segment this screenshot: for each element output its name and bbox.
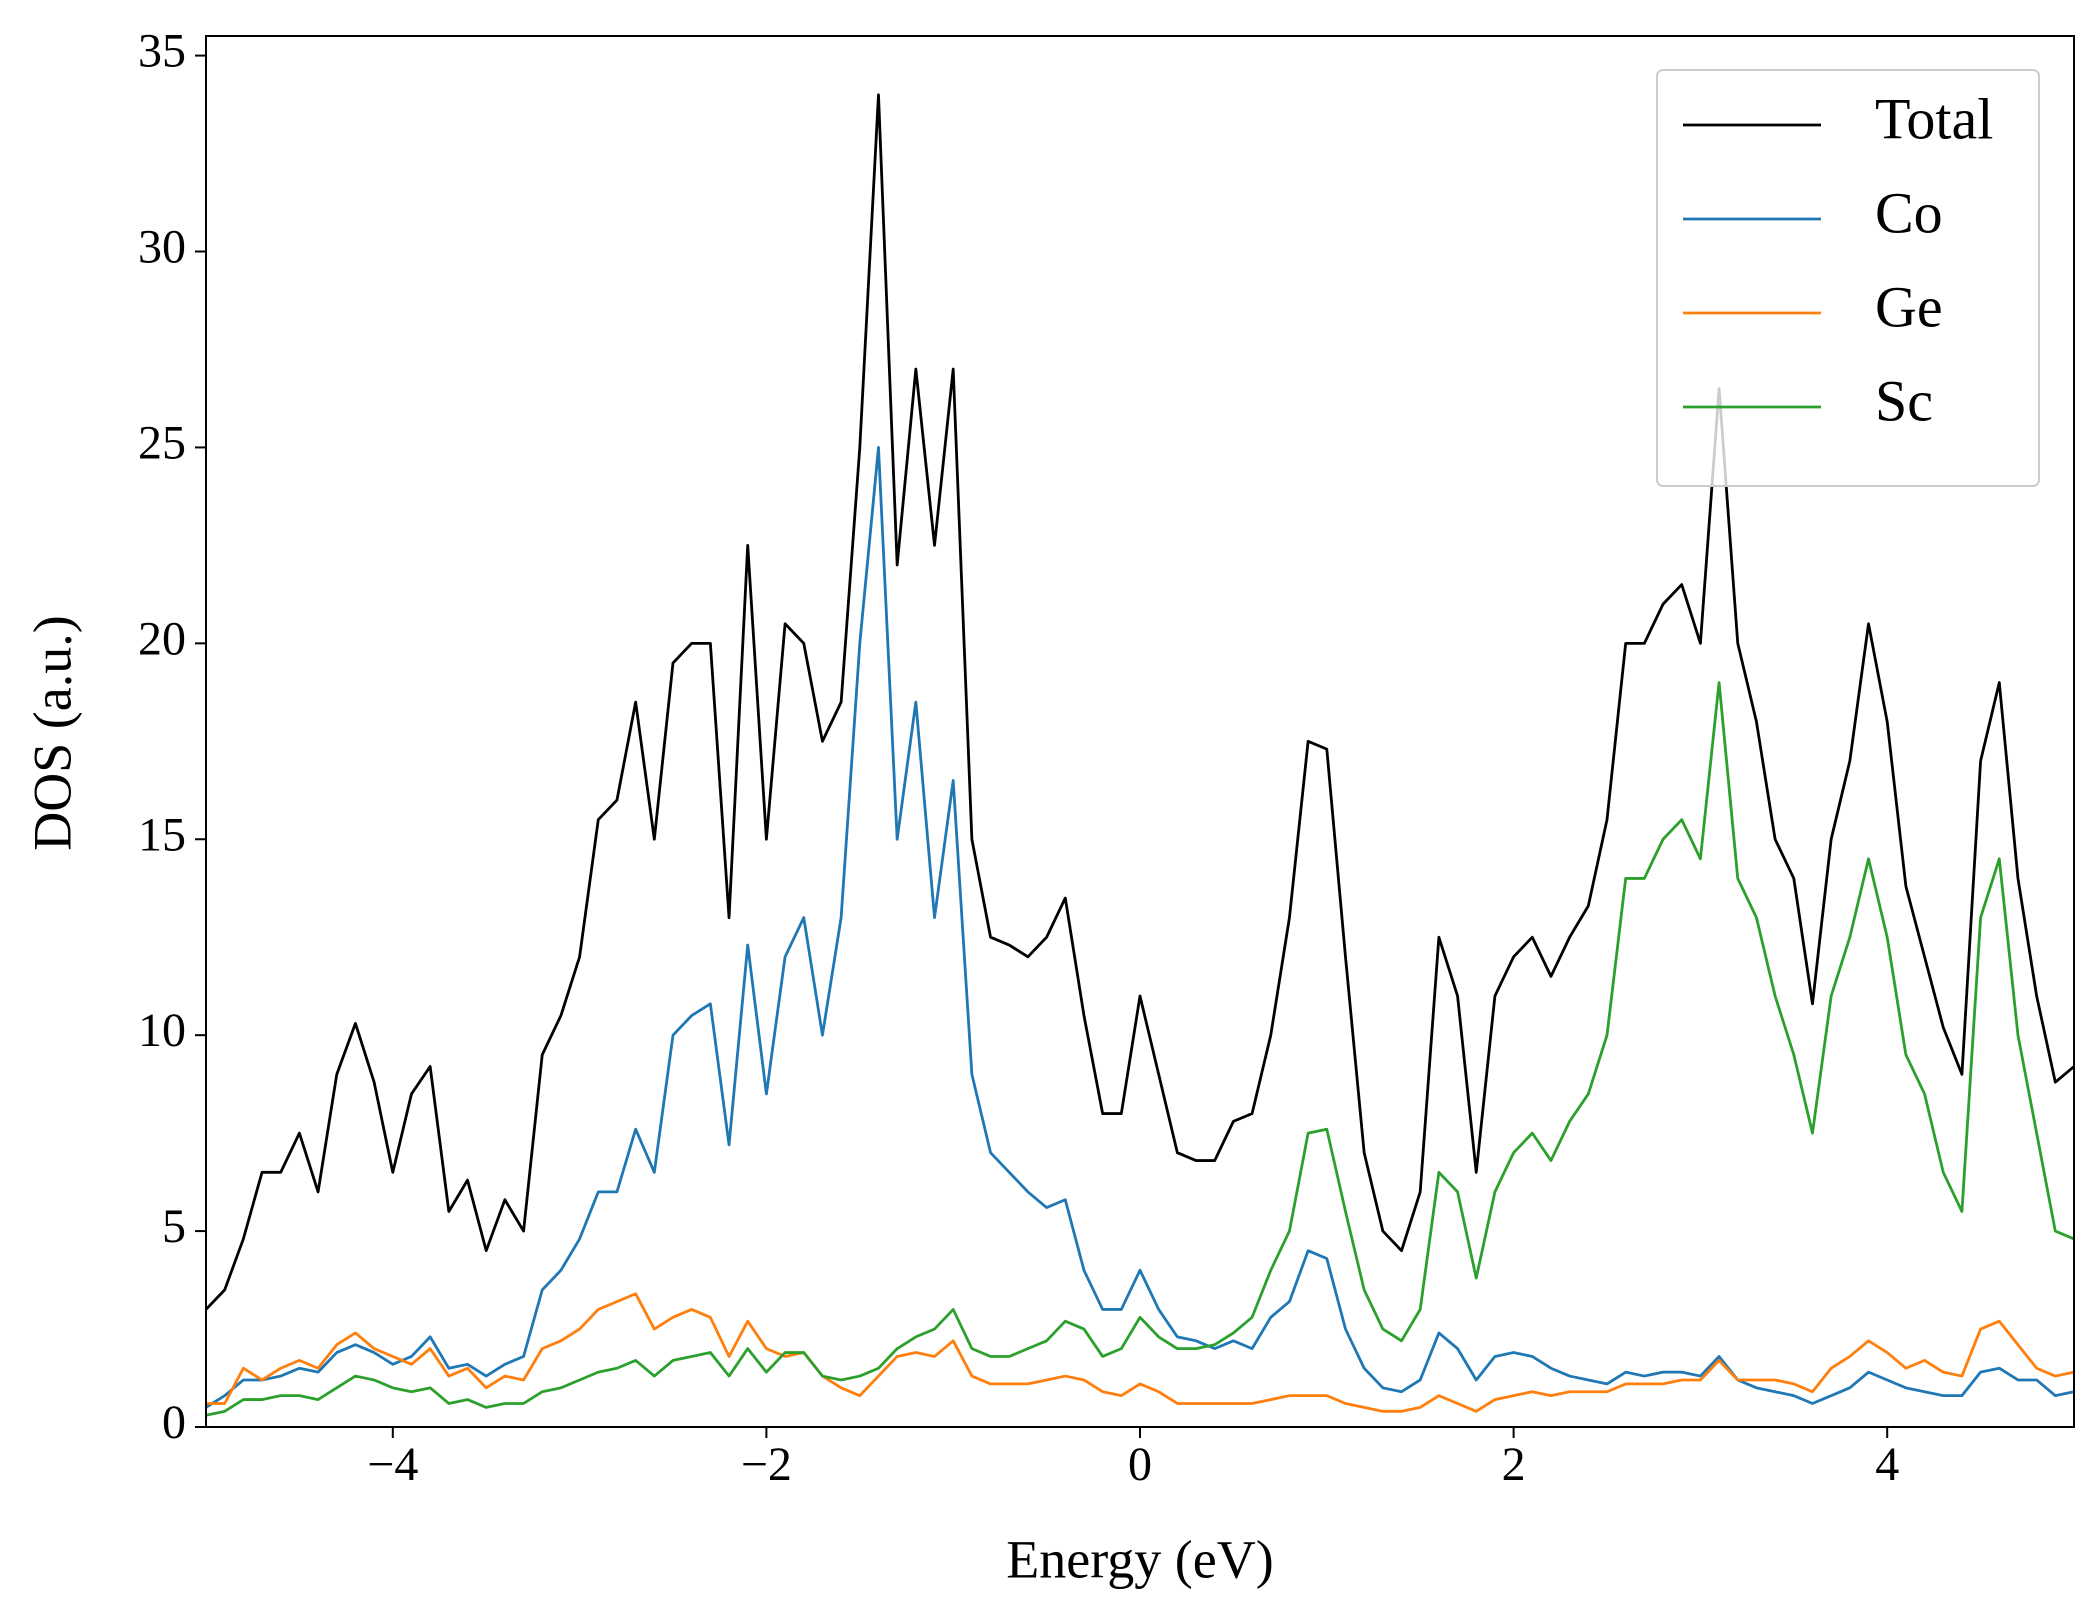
- x-tick-label: −2: [741, 1438, 792, 1491]
- y-tick-label: 35: [138, 25, 186, 78]
- y-tick-label: 20: [138, 612, 186, 665]
- y-tick-label: 15: [138, 808, 186, 861]
- x-tick-label: 2: [1502, 1438, 1526, 1491]
- legend-label: Sc: [1875, 368, 1933, 433]
- series-line: [206, 681, 2074, 1417]
- x-axis-label: Energy (eV): [1006, 1529, 1273, 1589]
- y-tick-label: 0: [162, 1396, 186, 1449]
- x-tick-label: 4: [1875, 1438, 1899, 1491]
- legend-label: Total: [1875, 86, 1993, 151]
- legend-label: Co: [1875, 180, 1943, 245]
- series-line: [206, 93, 2074, 1311]
- legend-label: Ge: [1875, 274, 1943, 339]
- series-line: [206, 1292, 2074, 1413]
- y-tick-label: 25: [138, 416, 186, 469]
- y-tick-label: 10: [138, 1004, 186, 1057]
- y-tick-label: 5: [162, 1200, 186, 1253]
- y-tick-label: 30: [138, 221, 186, 274]
- x-tick-label: 0: [1128, 1438, 1152, 1491]
- y-axis-label: DOS (a.u.): [22, 615, 82, 850]
- legend-box: [1656, 69, 2040, 487]
- x-tick-label: −4: [367, 1438, 418, 1491]
- series-line: [206, 446, 2074, 1409]
